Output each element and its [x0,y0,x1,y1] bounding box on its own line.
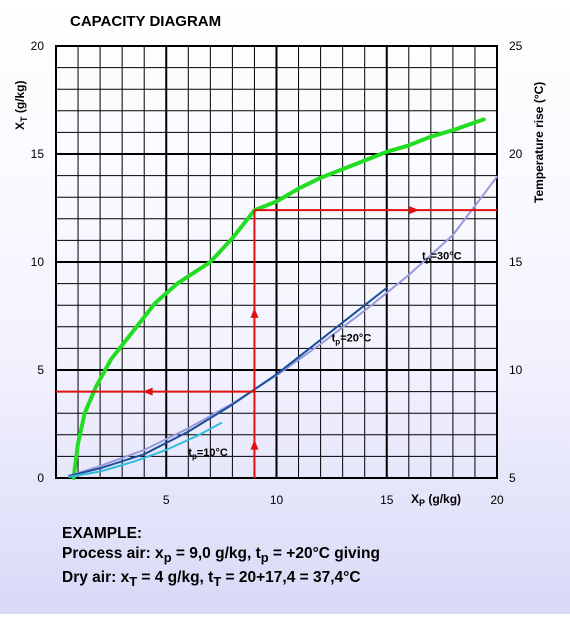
tick-labels: 5 10 15 20 0 5 10 15 20 5 10 15 20 25 [31,39,523,507]
series-line-3 [68,421,223,478]
series-group [68,117,498,480]
series-line-2 [68,286,388,477]
y-tick-label: 10 [31,255,45,269]
y2-tick-label: 15 [509,255,523,269]
y2-tick-label: 20 [509,147,523,161]
y-tick-label: 0 [37,471,44,485]
example-lines [56,206,497,478]
x-tick-label: 10 [270,493,284,507]
series-line-1 [68,175,498,477]
arrow-up-icon [250,439,259,450]
arrow-right-icon [409,206,420,215]
y-tick-label: 5 [37,363,44,377]
arrow-up-icon [250,307,259,318]
arrow-left-icon [142,387,153,396]
chart-title: CAPACITY DIAGRAM [70,13,221,30]
annotation-t20: tp=20°C [332,333,372,347]
example-line-1: Process air: xp = 9,0 g/kg, tp = +20°C g… [62,545,380,566]
example-line-2: Dry air: xT = 4 g/kg, tT = 20+17,4 = 37,… [62,569,361,590]
x-axis-label: XP (g/kg) [411,492,461,508]
plot-frame [55,45,498,479]
example-heading: EXAMPLE: [62,525,143,542]
x-tick-label: 5 [163,493,170,507]
y2-tick-label: 25 [509,39,523,53]
y2-tick-label: 5 [509,471,516,485]
x-tick-label: 20 [490,493,504,507]
y-tick-label: 20 [31,39,45,53]
annotations: tp=10°C tp=20°C tp=30°C [188,251,461,462]
y2-tick-label: 10 [509,363,523,377]
y-axis-label: XT (g/kg) [13,80,29,130]
example-text: EXAMPLE: Process air: xp = 9,0 g/kg, tp … [62,524,380,592]
y-tick-label: 15 [31,147,45,161]
annotation-t10: tp=10°C [188,447,228,461]
series-line-0 [71,117,486,480]
y2-axis-label: Temperature rise (°C) [532,82,546,203]
x-tick-label: 15 [380,493,394,507]
annotation-t30: tp=30°C [422,251,462,265]
